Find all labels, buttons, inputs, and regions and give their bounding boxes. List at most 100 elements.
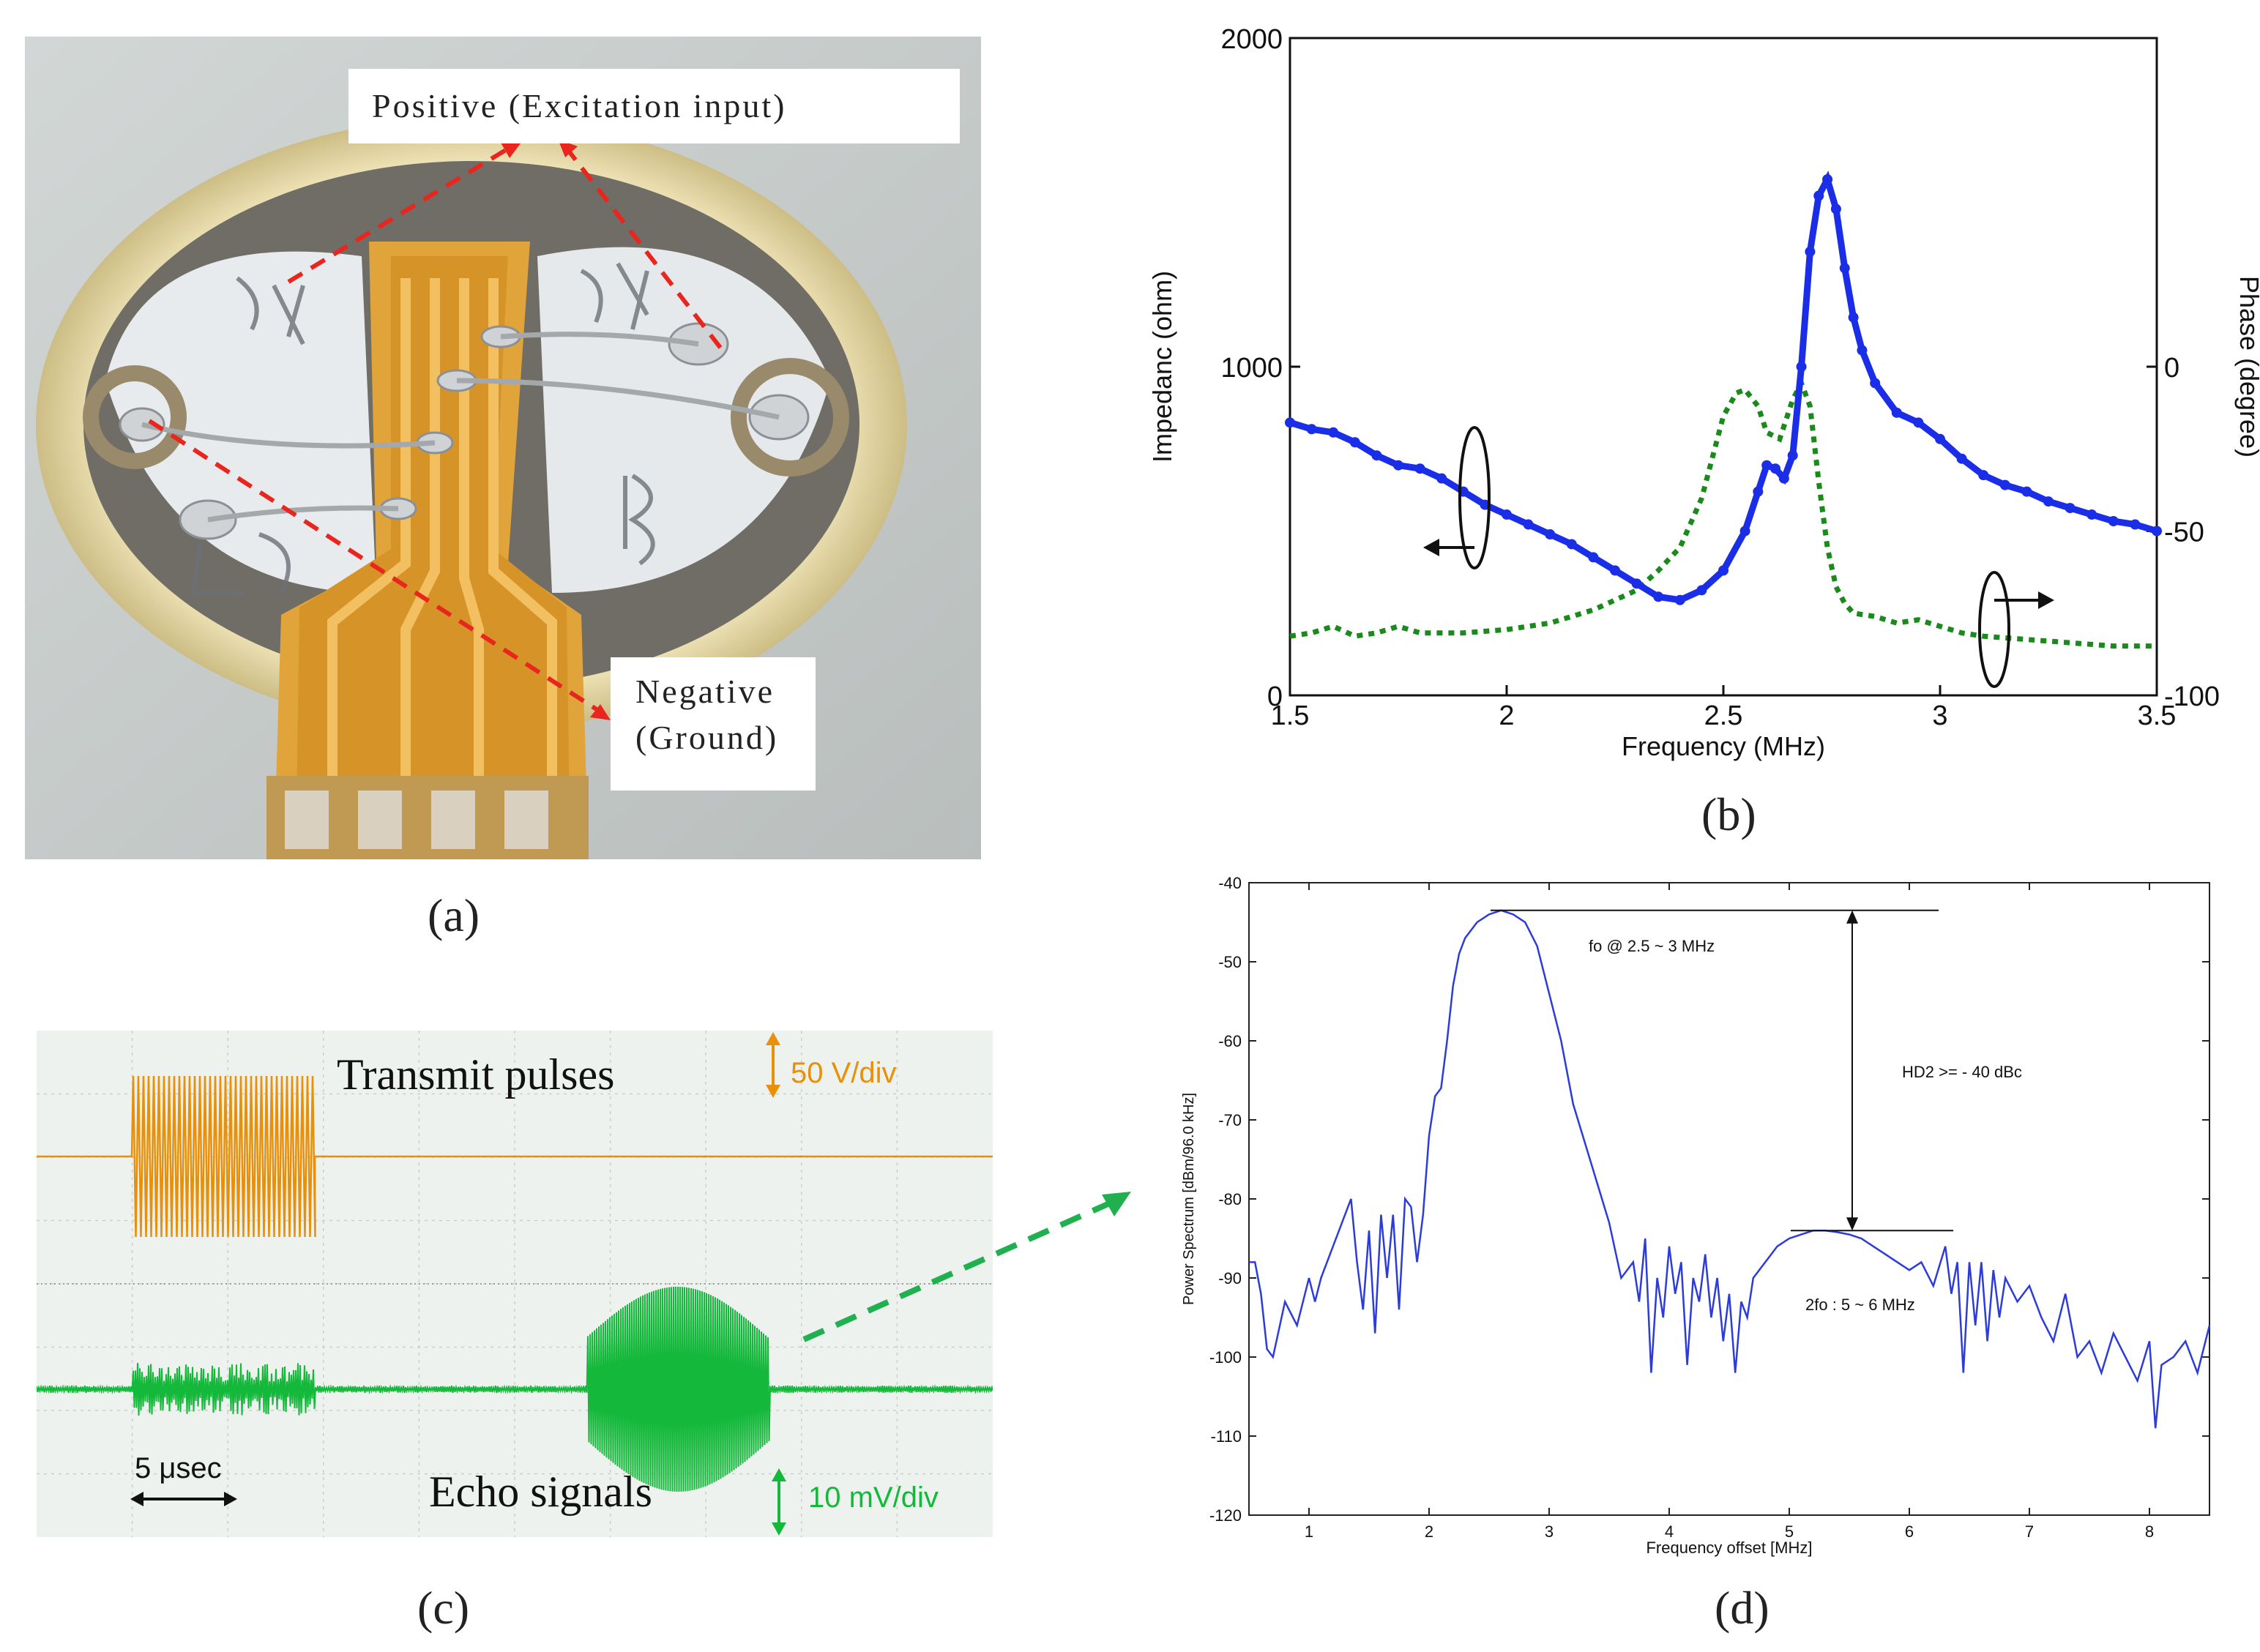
y-tick-label-b: 0 [1267,681,1283,712]
impedance-point [2000,480,2010,490]
transducer-photo [25,37,981,859]
plot-frame-d [1249,883,2209,1515]
spectrum-line [1249,911,2209,1428]
impedance-point [1892,408,1902,418]
impedance-point [1857,345,1867,356]
impedance-point [1480,500,1490,510]
x-tick-label-d: 3 [1545,1522,1554,1541]
x-tick-label-b: 2.5 [1704,700,1743,731]
impedance-point [1770,463,1780,474]
impedance-point [1761,460,1772,471]
impedance-point [1545,529,1555,539]
annot-hd2: HD2 >= - 40 dBc [1902,1063,2022,1082]
x-tick-label-b: 1.5 [1271,700,1310,731]
x-tick-label-d: 8 [2145,1522,2154,1541]
plot-frame-b [1290,38,2157,695]
panel-label-d: (d) [1715,1581,1769,1635]
impedance-point [1913,417,1923,427]
impedance-point [1740,526,1750,537]
impedance-point [1822,174,1832,184]
impedance-point [1696,585,1707,595]
impedance-point [1935,434,1945,444]
annot-2fo: 2fo : 5 ~ 6 MHz [1805,1296,1915,1315]
impedance-point [1805,247,1815,257]
panel-label-b: (b) [1701,788,1756,842]
scale-top-arrowhead-up [766,1032,780,1045]
y-tick-label-d: -40 [1218,874,1242,892]
impedance-point [2108,516,2119,526]
x-tick-label-b: 3.5 [2138,700,2177,731]
impedance-point [1502,509,1512,520]
time-arrowhead-right [224,1492,237,1506]
impedance-point [1307,424,1317,434]
impedance-point [1371,450,1381,460]
panel-label-a: (a) [428,889,480,943]
y-tick-label-b: 1000 [1220,353,1283,384]
transducer-drawing [25,37,981,859]
y-tick-label-d: -110 [1211,1427,1242,1446]
impedance-point [1849,313,1859,323]
y-tick-label-d: -80 [1218,1190,1242,1208]
hd2-arrowhead-top [1846,911,1858,924]
x-tick-label-d: 4 [1665,1522,1674,1541]
callout-negative: Negative (Ground) [611,657,816,791]
y2-axis-label-b: Phase (degree) [2234,276,2260,457]
panel-label-c: (c) [417,1581,469,1635]
impedance-point [1831,203,1841,214]
x-tick-label-d: 7 [2025,1522,2034,1541]
y-tick-label-d: -100 [1209,1348,1242,1367]
impedance-line [1290,179,2157,600]
x-axis-label-d: Frequency offset [MHz] [1646,1539,1812,1557]
impedance-point [1350,437,1360,447]
impedance-point [1813,191,1824,201]
y-axis-label-b: Impedanc (ohm) [1147,271,1177,463]
impedance-point [2086,509,2097,520]
scale-bottom-arrowhead-up [772,1468,786,1481]
scale-top-arrowhead-down [766,1085,780,1098]
impedance-point [1632,578,1642,588]
impedance-point [1753,487,1763,497]
y-tick-label-d: -60 [1218,1032,1242,1050]
callout-negative-line1: Negative [635,672,816,711]
scale-bottom-arrowhead-down [772,1522,786,1536]
impedance-point [1393,460,1403,471]
impedance-point [2065,503,2076,513]
right-axis-indicator [1980,572,2009,687]
hd2-arrowhead-bottom [1846,1217,1858,1230]
y-tick-label-d: -120 [1209,1506,1242,1525]
left-axis-arrowhead [1423,539,1439,556]
scale-top-label: 50 V/div [791,1057,897,1090]
impedance-point [1610,565,1620,575]
right-axis-arrowhead [2038,591,2054,609]
y-tick-label-d: -90 [1218,1269,1242,1287]
y-tick-label-d: -70 [1218,1111,1242,1129]
y-axis-label-d: Power Spectrum [dBm/96.0 kHz] [1181,1093,1197,1305]
y2-tick-label-b: 0 [2164,353,2179,384]
y-tick-label-b: 2000 [1220,24,1283,55]
y2-tick-label-b: -100 [2164,681,2220,712]
impedance-point [1328,427,1338,438]
impedance-point [1788,450,1798,460]
callout-positive: Positive (Excitation input) [348,69,960,143]
impedance-point [2130,520,2140,530]
impedance-point [2043,496,2054,507]
x-tick-label-d: 5 [1785,1522,1794,1541]
x-axis-label-b: Frequency (MHz) [1622,731,1825,761]
phase-line [1290,383,2157,646]
impedance-point [1870,378,1880,388]
scale-bottom-label: 10 mV/div [808,1481,939,1514]
left-axis-indicator [1460,427,1489,568]
impedance-point [1779,474,1789,484]
x-tick-label-b: 2 [1499,700,1514,731]
transmit-trace [37,1076,993,1237]
impedance-point [1718,565,1728,575]
time-scale-label: 5 μsec [135,1452,222,1485]
x-tick-label-d: 1 [1305,1522,1313,1541]
x-tick-label-d: 6 [1905,1522,1914,1541]
callout-negative-line2: (Ground) [635,718,816,757]
impedance-point [1524,520,1534,530]
y2-tick-label-b: -50 [2164,517,2204,548]
echo-label: Echo signals [429,1467,652,1517]
impedance-point [2021,487,2032,497]
impedance-point [1957,454,1967,464]
